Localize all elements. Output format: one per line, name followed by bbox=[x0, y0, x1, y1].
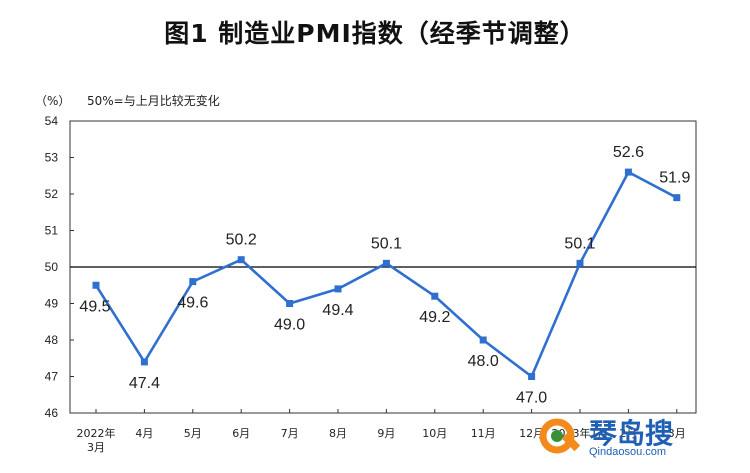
x-tick-label: 11月 bbox=[471, 427, 496, 440]
y-tick-label: 48 bbox=[45, 333, 59, 347]
x-tick-label-line: 6月 bbox=[232, 427, 250, 440]
data-label: 51.9 bbox=[659, 170, 690, 187]
x-tick-label-line: 10月 bbox=[422, 427, 447, 440]
x-tick-label-line: 7月 bbox=[281, 427, 299, 440]
watermark-logo-icon bbox=[539, 418, 581, 454]
x-tick-label-line: 11月 bbox=[471, 427, 496, 440]
series-markers bbox=[92, 168, 681, 380]
series-line bbox=[94, 170, 678, 379]
x-tick-label: 2022年 3月 bbox=[77, 426, 116, 454]
data-point-marker bbox=[479, 336, 487, 344]
data-point-marker bbox=[382, 259, 390, 267]
data-point-marker bbox=[237, 256, 245, 264]
watermark-name: 琴岛搜 bbox=[589, 417, 674, 450]
data-label: 49.4 bbox=[322, 302, 353, 319]
x-tick-label: 5月 bbox=[184, 427, 202, 440]
x-tick-label: 2月 bbox=[619, 427, 637, 440]
x-tick-label-line: 9月 bbox=[377, 427, 395, 440]
y-tick-label: 51 bbox=[45, 224, 59, 238]
watermark-url: Qindaosou.com bbox=[589, 446, 667, 458]
x-tick-label: 7月 bbox=[281, 427, 299, 440]
x-tick-label-line: 3月 bbox=[87, 441, 105, 454]
data-point-marker bbox=[286, 300, 294, 307]
data-label: 50.1 bbox=[564, 235, 595, 252]
data-label: 48.0 bbox=[468, 353, 499, 370]
y-tick-label: 53 bbox=[45, 151, 59, 165]
data-point-marker bbox=[528, 373, 536, 380]
y-axis-unit-label: （%） bbox=[35, 94, 71, 108]
data-label: 47.4 bbox=[129, 375, 160, 392]
data-label: 50.1 bbox=[371, 235, 402, 252]
data-labels: 49.5 47.4 49.6 50.2 49.0 49.4 50.1 49.2 48.0 47.0… bbox=[79, 144, 690, 406]
data-label: 52.6 bbox=[613, 144, 644, 161]
chart-title: 图1 制造业PMI指数（经季节调整） bbox=[164, 19, 586, 48]
x-tick-label: 10月 bbox=[422, 427, 447, 440]
data-point-marker bbox=[673, 194, 681, 202]
y-tick-label: 52 bbox=[45, 187, 59, 201]
y-tick-label: 46 bbox=[45, 406, 59, 420]
x-tick-label-line: 4月 bbox=[135, 427, 153, 440]
x-tick-label-line: 12月 bbox=[519, 427, 544, 440]
x-tick-label: 4月 bbox=[135, 427, 153, 440]
data-point-marker bbox=[624, 168, 632, 176]
x-tick-label: 6月 bbox=[232, 427, 250, 440]
x-tick-label: 3月 bbox=[668, 427, 686, 440]
y-tick-label: 54 bbox=[45, 114, 59, 128]
x-tick-label: 8月 bbox=[329, 427, 347, 440]
data-point-marker bbox=[189, 278, 197, 286]
data-point-marker bbox=[431, 292, 439, 300]
x-tick-label-line: 3月 bbox=[668, 427, 686, 440]
data-point-marker bbox=[576, 259, 584, 267]
data-label: 49.2 bbox=[419, 309, 450, 326]
y-axis-ticks: 46 47 48 49 50 51 52 53 54 bbox=[45, 114, 74, 420]
data-label: 49.6 bbox=[177, 295, 208, 312]
data-label: 47.0 bbox=[516, 390, 547, 407]
y-tick-label: 49 bbox=[45, 297, 59, 311]
data-point-marker bbox=[334, 285, 342, 293]
data-point-marker bbox=[140, 358, 148, 366]
x-tick-label-line: 2月 bbox=[619, 427, 637, 440]
x-tick-label-line: 8月 bbox=[329, 427, 347, 440]
data-label: 50.2 bbox=[226, 232, 257, 249]
x-tick-label: 12月 bbox=[519, 427, 544, 440]
x-tick-label-line: 5月 bbox=[184, 427, 202, 440]
data-point-marker bbox=[92, 281, 100, 289]
x-tick-label: 9月 bbox=[377, 427, 395, 440]
y-tick-label: 50 bbox=[45, 260, 59, 274]
reference-note: 50%=与上月比较无变化 bbox=[87, 94, 220, 108]
x-tick-label-line: 2022年 bbox=[77, 426, 116, 440]
data-label: 49.0 bbox=[274, 317, 305, 334]
data-label: 49.5 bbox=[79, 298, 110, 315]
site-watermark: 琴岛搜 Qindaosou.com bbox=[537, 412, 712, 464]
y-tick-label: 47 bbox=[45, 370, 59, 384]
